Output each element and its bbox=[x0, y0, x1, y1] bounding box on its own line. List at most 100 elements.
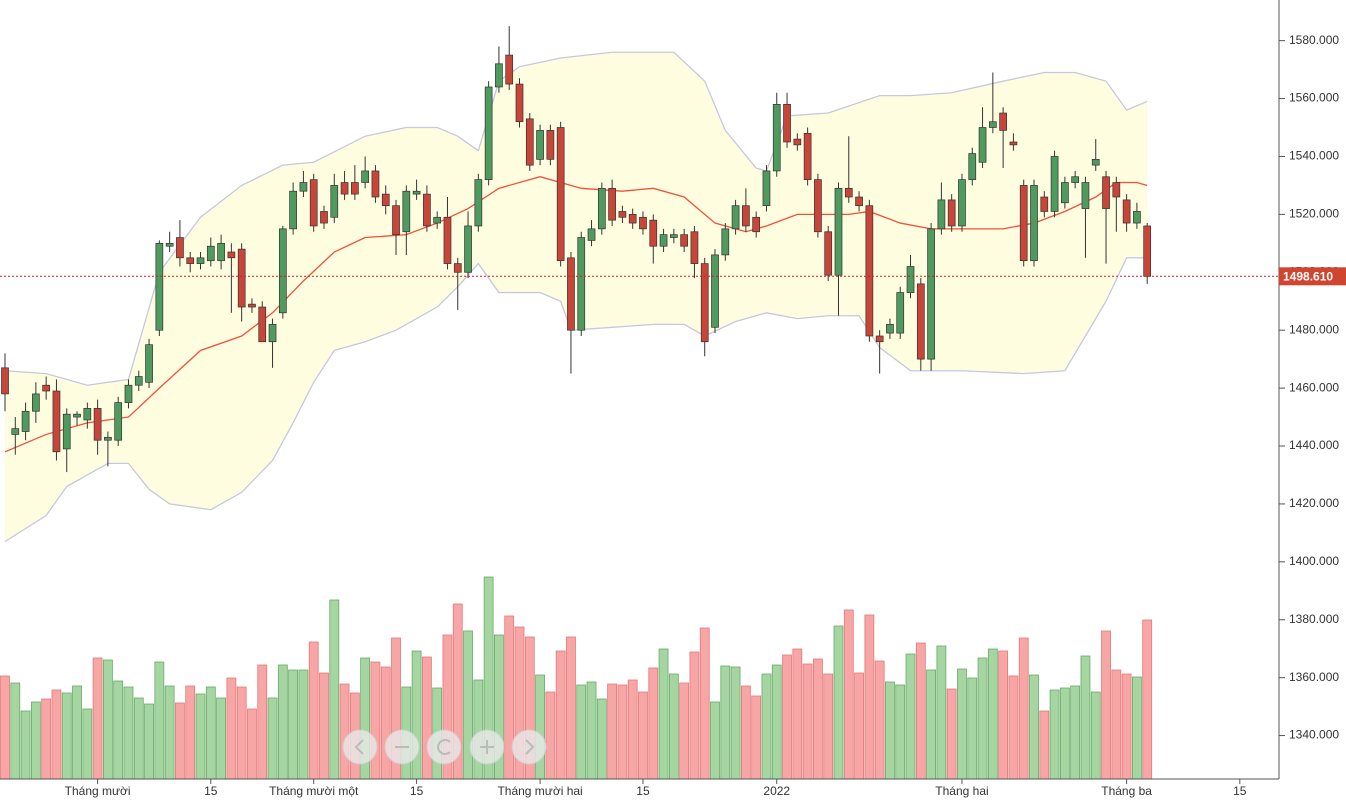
candle-body bbox=[206, 245, 215, 262]
y-tick-label: 1460.000 bbox=[1289, 380, 1339, 394]
candle-body bbox=[114, 402, 123, 441]
candle-body bbox=[268, 324, 277, 343]
candle-body bbox=[1143, 225, 1152, 277]
candle-body bbox=[608, 187, 616, 221]
candle-body bbox=[1102, 176, 1110, 209]
volume-bar bbox=[1090, 691, 1101, 780]
band-line bbox=[4, 176, 1148, 453]
volume-bar bbox=[596, 698, 607, 780]
volume-bar bbox=[92, 657, 103, 780]
volume-bar bbox=[936, 645, 947, 780]
volume-bar bbox=[679, 682, 690, 780]
volume-bar bbox=[267, 697, 278, 780]
volume-bar bbox=[699, 627, 710, 780]
candle-body bbox=[875, 335, 884, 343]
candle-body bbox=[1, 367, 9, 395]
candle-body bbox=[227, 251, 236, 259]
candle-body bbox=[32, 393, 40, 412]
candle-body bbox=[371, 170, 380, 198]
x-tick-label: Tháng mười một bbox=[269, 784, 359, 798]
candle-body bbox=[1009, 141, 1018, 146]
candle-body bbox=[968, 153, 977, 180]
reset-button[interactable] bbox=[426, 729, 462, 765]
candle-body bbox=[196, 257, 205, 264]
volume-bar bbox=[1018, 637, 1029, 780]
volume-bar bbox=[1029, 674, 1039, 780]
candle-body bbox=[381, 193, 390, 207]
volume-bar bbox=[1039, 710, 1050, 780]
band-fill bbox=[5, 52, 1148, 542]
candle-body bbox=[83, 408, 92, 421]
candle-body bbox=[145, 344, 153, 383]
candle-body bbox=[896, 292, 905, 334]
volume-bar bbox=[133, 697, 144, 780]
candle-body bbox=[165, 242, 174, 247]
candle-body bbox=[361, 170, 369, 183]
candle-body bbox=[278, 228, 287, 314]
volume-bar bbox=[329, 599, 340, 780]
volume-bar bbox=[761, 673, 772, 780]
candle-body bbox=[289, 190, 297, 230]
y-tick-label: 1520.000 bbox=[1289, 207, 1339, 221]
candle-body bbox=[834, 187, 843, 276]
candle-body bbox=[1081, 182, 1090, 209]
zoom-in-button[interactable] bbox=[469, 729, 505, 765]
candle-body bbox=[886, 324, 894, 334]
x-tick-label: Tháng mười bbox=[65, 784, 131, 798]
candle-body bbox=[330, 185, 339, 218]
candle-body bbox=[21, 410, 30, 432]
candle-body bbox=[1030, 185, 1038, 262]
candle-body bbox=[731, 205, 740, 230]
candle-body bbox=[453, 263, 462, 273]
candle-body bbox=[443, 216, 452, 264]
candle-body bbox=[649, 219, 658, 247]
candle-body bbox=[134, 376, 143, 386]
volume-bar bbox=[833, 625, 844, 780]
volume-bar bbox=[236, 686, 247, 780]
volume-bar bbox=[175, 702, 185, 780]
volume-bar bbox=[885, 681, 895, 780]
candle-body bbox=[793, 138, 802, 146]
candle-body bbox=[93, 408, 102, 441]
candle-body bbox=[999, 112, 1007, 131]
scroll-right-button[interactable] bbox=[511, 729, 547, 765]
volume-bar bbox=[555, 650, 566, 780]
scroll-left-button[interactable] bbox=[342, 729, 378, 765]
candle-body bbox=[824, 231, 833, 276]
volume-bar bbox=[874, 660, 885, 780]
candle-body bbox=[855, 196, 863, 207]
volume-bar bbox=[226, 677, 237, 780]
candle-body bbox=[906, 266, 915, 293]
volume-bar bbox=[905, 653, 916, 780]
volume-bar bbox=[288, 669, 299, 780]
candle-body bbox=[340, 182, 349, 195]
volume-bar bbox=[627, 679, 638, 780]
volume-bar bbox=[103, 659, 113, 780]
volume-bar bbox=[648, 667, 659, 780]
volume-bar bbox=[185, 685, 196, 780]
candle-body bbox=[186, 257, 195, 264]
volume-bar bbox=[1111, 669, 1122, 780]
candle-body bbox=[772, 103, 781, 172]
candle-body bbox=[248, 303, 256, 308]
volume-bar bbox=[802, 663, 813, 780]
volume-bar bbox=[164, 685, 175, 780]
volume-bar bbox=[566, 636, 576, 780]
volume-bar bbox=[1121, 673, 1132, 780]
candle-body bbox=[1122, 199, 1131, 224]
volume-bar bbox=[380, 666, 391, 780]
candle-body bbox=[1091, 159, 1100, 166]
x-tick-label: Tháng ba bbox=[1101, 784, 1152, 798]
volume-bar bbox=[61, 692, 72, 780]
zoom-out-button[interactable] bbox=[384, 729, 420, 765]
candle-body bbox=[73, 413, 81, 418]
volume-bar bbox=[740, 685, 751, 780]
volume-bar bbox=[1070, 685, 1081, 780]
candle-body bbox=[1050, 156, 1059, 212]
candle-body bbox=[762, 170, 771, 207]
candle-body bbox=[515, 83, 524, 123]
x-tick-label: 2022 bbox=[763, 784, 790, 798]
candle-body bbox=[690, 231, 699, 264]
volume-bar bbox=[689, 651, 700, 780]
